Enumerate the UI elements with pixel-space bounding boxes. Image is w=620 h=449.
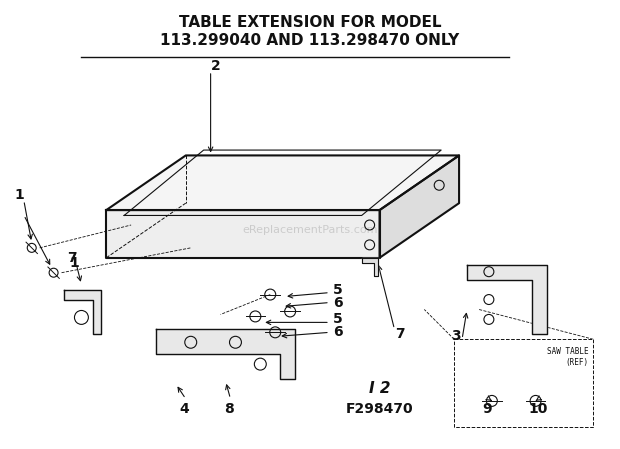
Text: 10: 10 — [529, 402, 548, 416]
Polygon shape — [361, 258, 378, 276]
Text: 7: 7 — [67, 251, 76, 265]
Polygon shape — [379, 155, 459, 258]
Text: 6: 6 — [333, 326, 343, 339]
Polygon shape — [106, 210, 379, 258]
Text: 5: 5 — [333, 313, 343, 326]
Polygon shape — [106, 155, 459, 210]
Text: 1: 1 — [69, 256, 79, 270]
Text: 3: 3 — [451, 329, 461, 343]
Text: 5: 5 — [333, 282, 343, 297]
Text: TABLE EXTENSION FOR MODEL: TABLE EXTENSION FOR MODEL — [179, 15, 441, 30]
Polygon shape — [467, 265, 546, 335]
Text: 113.299040 AND 113.298470 ONLY: 113.299040 AND 113.298470 ONLY — [161, 33, 459, 48]
Bar — [454, 339, 593, 427]
Polygon shape — [156, 330, 295, 379]
Text: 8: 8 — [224, 402, 233, 416]
Text: 1: 1 — [15, 188, 25, 202]
Text: 2: 2 — [211, 59, 221, 73]
Text: 6: 6 — [333, 295, 343, 309]
Text: I 2: I 2 — [369, 382, 391, 396]
Text: 7: 7 — [395, 327, 404, 341]
Text: SAW TABLE
(REF): SAW TABLE (REF) — [547, 347, 588, 367]
Text: 4: 4 — [179, 402, 188, 416]
Polygon shape — [63, 290, 101, 335]
Text: 9: 9 — [482, 402, 492, 416]
Text: eReplacementParts.com: eReplacementParts.com — [242, 225, 378, 235]
Text: F298470: F298470 — [346, 402, 414, 416]
